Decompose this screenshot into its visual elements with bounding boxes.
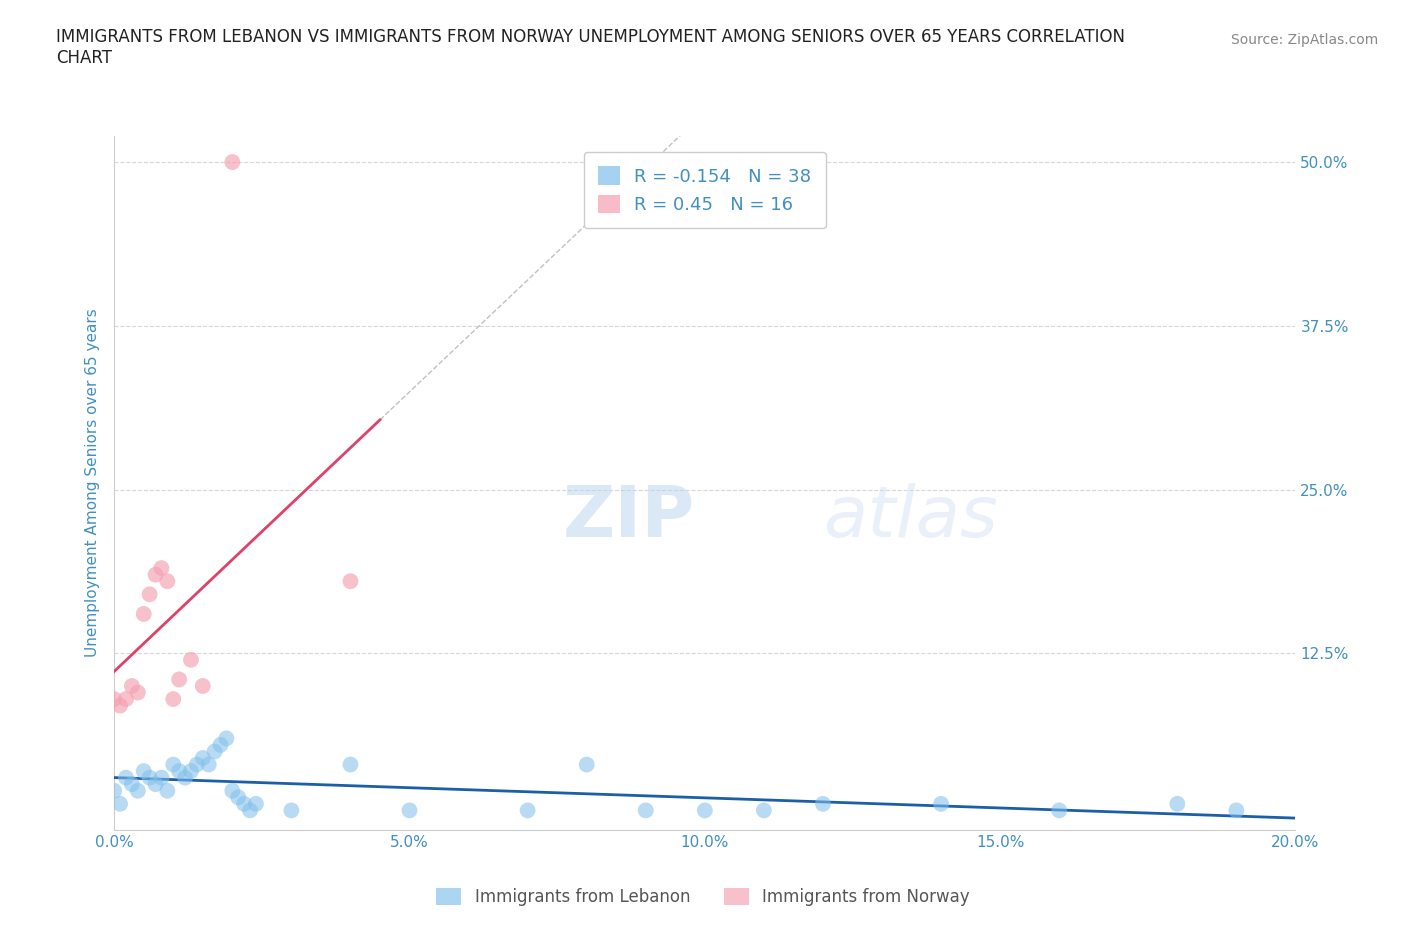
Point [138,587,160,602]
Text: atlas: atlas [823,484,998,552]
Legend: Immigrants from Lebanon, Immigrants from Norway: Immigrants from Lebanon, Immigrants from… [430,881,976,912]
Point [145,567,167,582]
Point [108,796,131,811]
Text: Source: ZipAtlas.com: Source: ZipAtlas.com [1230,33,1378,46]
Text: ZIP: ZIP [562,484,696,552]
Point [162,757,184,772]
Point [191,751,214,765]
Point [115,692,138,707]
Point [167,672,190,687]
Point [233,796,256,811]
Point [929,796,952,811]
Point [103,783,125,798]
Point [1047,803,1070,817]
Point [1166,796,1188,811]
Point [226,790,249,804]
Point [752,803,775,817]
Point [150,770,173,785]
Point [186,757,208,772]
Point [121,679,143,694]
Point [167,764,190,778]
Point [209,737,232,752]
Point [115,770,138,785]
Point [162,692,184,707]
Point [204,744,226,759]
Point [108,698,131,713]
Text: IMMIGRANTS FROM LEBANON VS IMMIGRANTS FROM NORWAY UNEMPLOYMENT AMONG SENIORS OVE: IMMIGRANTS FROM LEBANON VS IMMIGRANTS FR… [56,28,1125,67]
Point [221,154,243,169]
Point [398,803,420,817]
Point [127,685,149,700]
Point [280,803,302,817]
Point [156,574,179,589]
Point [811,796,834,811]
Point [145,777,167,791]
Point [339,574,361,589]
Point [174,770,197,785]
Point [156,783,179,798]
Point [121,777,143,791]
Point [150,561,173,576]
Point [239,803,262,817]
Point [221,783,243,798]
Point [245,796,267,811]
Point [215,731,238,746]
Point [180,764,202,778]
Point [103,692,125,707]
Point [634,803,657,817]
Point [197,757,219,772]
Legend: R = -0.154   N = 38, R = 0.45   N = 16: R = -0.154 N = 38, R = 0.45 N = 16 [583,152,825,229]
Point [693,803,716,817]
Point [575,757,598,772]
Point [138,770,160,785]
Point [132,606,155,621]
Point [127,783,149,798]
Y-axis label: Unemployment Among Seniors over 65 years: Unemployment Among Seniors over 65 years [86,309,100,658]
Point [339,757,361,772]
Point [191,679,214,694]
Point [1225,803,1247,817]
Point [132,764,155,778]
Point [180,652,202,667]
Point [516,803,538,817]
